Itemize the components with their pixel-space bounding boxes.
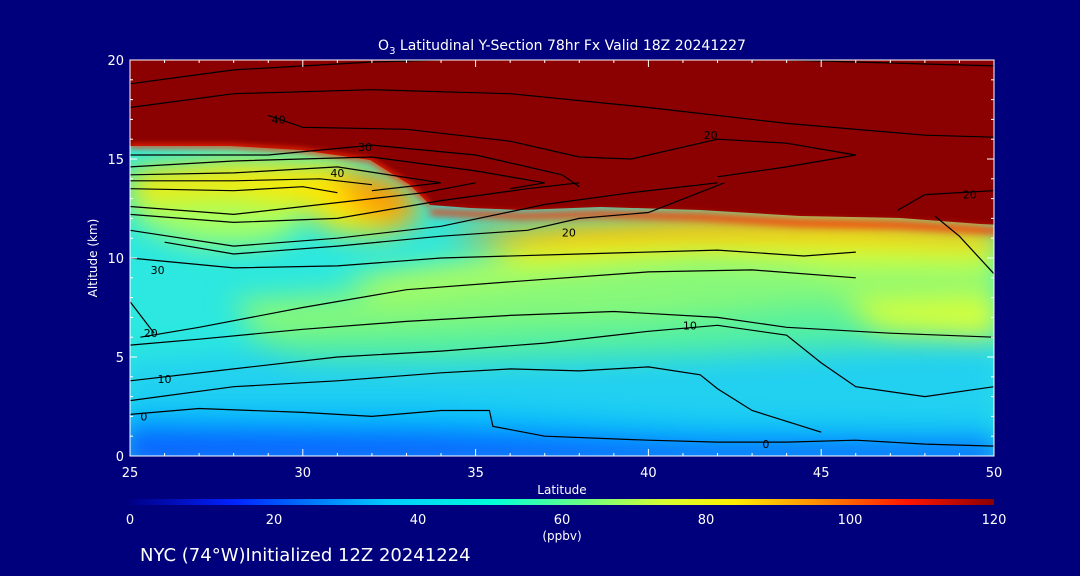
contour-label-11: 0: [762, 438, 769, 451]
contour-label-10: 0: [140, 410, 147, 423]
colorbar-tick-label-4: 80: [698, 513, 715, 528]
contour-lines: [130, 60, 994, 447]
contour-line-50-9: [130, 182, 476, 216]
x-tick-label-5: 50: [986, 466, 1003, 481]
contour-line-40-0: [130, 60, 994, 85]
x-tick-label-1: 30: [295, 466, 312, 481]
contour-line-50-6: [130, 166, 442, 192]
contour-line-30-11: [130, 182, 718, 247]
colorbar-tick-label-1: 20: [266, 513, 283, 528]
contour-line-70-8: [130, 186, 338, 194]
x-axis: 25 30 35 40 45 50: [122, 60, 1003, 481]
contour-line-40-10: [130, 182, 580, 224]
colorbar-tick-label-6: 120: [982, 513, 1007, 528]
x-tick-label-3: 40: [640, 466, 657, 481]
y-axis: 0 5 10 15 20: [107, 54, 994, 465]
station-info: NYC (74°W)Initialized 12Z 20241224: [140, 545, 471, 566]
contour-line-40-5: [130, 156, 545, 190]
contour-label-9: 10: [683, 319, 697, 332]
colorbar-tick-label-5: 100: [838, 513, 863, 528]
y-tick-label-1: 5: [116, 351, 124, 366]
chart-title: O3 Latitudinal Y-Section 78hr Fx Valid 1…: [378, 38, 746, 57]
colorbar-ticks: 0 20 40 60 80 100 120: [126, 513, 1007, 528]
contour-label-12: 10: [645, 50, 659, 63]
y-axis-label: Altitude (km): [86, 219, 100, 298]
contour-line-20-13: [896, 190, 994, 212]
contour-line-30-4: [130, 144, 580, 188]
contour-label-2: 40: [330, 167, 344, 180]
contour-label-1: 30: [358, 141, 372, 154]
contour-label-5: 20: [963, 189, 977, 202]
contour-label-4: 20: [562, 226, 576, 239]
contour-label-0: 40: [272, 113, 286, 126]
contour-line-10-19: [130, 324, 994, 398]
colorbar-tick-label-0: 0: [126, 513, 134, 528]
contour-line-20-17: [130, 301, 155, 334]
y-tick-label-0: 0: [116, 450, 124, 465]
y-tick-label-3: 15: [107, 153, 124, 168]
x-tick-label-4: 45: [813, 466, 830, 481]
contour-line-30-1: [130, 89, 994, 138]
x-tick-label-0: 25: [122, 466, 139, 481]
contour-line-40-2: [268, 114, 632, 160]
contour-line-20-16: [140, 269, 856, 338]
contour-label-3: 20: [704, 129, 718, 142]
contour-label-8: 10: [158, 373, 172, 386]
contour-line-10-18: [130, 310, 994, 346]
contour-labels: 40 30 40 20 20 20 30 20 10 10 0 0 10: [140, 50, 977, 451]
x-axis-label: Latitude: [537, 483, 586, 497]
plot-area: 40 30 40 20 20 20 30 20 10 10 0 0 10: [130, 50, 994, 456]
contour-line-60-7: [130, 178, 372, 186]
colorbar-tick-label-3: 60: [554, 513, 571, 528]
stratospheric-ozone-region: [130, 60, 994, 225]
colorbar: 0 20 40 60 80 100 120 (ppbv): [126, 499, 1007, 543]
colorbar-unit: (ppbv): [542, 529, 581, 543]
contour-line-20-14: [934, 215, 994, 275]
contour-line-20-12: [164, 182, 725, 255]
colorbar-tick-label-2: 40: [410, 513, 427, 528]
contour-line-10-20: [130, 366, 822, 433]
contour-line-0-21: [130, 407, 994, 447]
contour-label-7: 20: [144, 327, 158, 340]
y-tick-label-2: 10: [107, 252, 124, 267]
colorbar-ramp: [130, 499, 994, 505]
contour-label-6: 30: [151, 264, 165, 277]
contour-line-30-15: [130, 249, 856, 269]
x-tick-label-2: 35: [467, 466, 484, 481]
y-tick-label-4: 20: [107, 54, 124, 69]
contour-line-20-3: [630, 138, 856, 178]
